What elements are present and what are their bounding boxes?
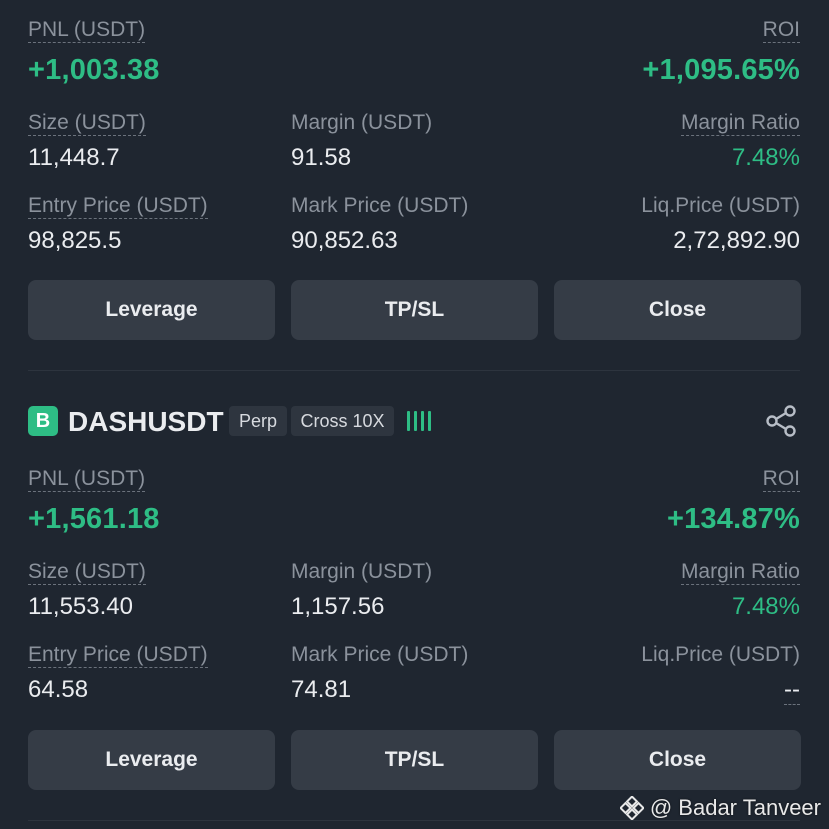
margin-value: 91.58: [291, 144, 352, 171]
side-badge: B: [28, 406, 58, 436]
roi-value: +1,095.65%: [642, 54, 800, 86]
entry-price-value: 98,825.5: [28, 227, 122, 254]
margin-value: 1,157.56: [291, 593, 385, 620]
symbol-name[interactable]: DASHUSDT: [68, 406, 224, 437]
roi-label[interactable]: ROI: [762, 18, 800, 43]
margin-ratio-value: 7.48%: [731, 144, 800, 171]
signal-bars-icon: [407, 411, 431, 431]
liq-price-value[interactable]: --: [784, 676, 800, 705]
close-button[interactable]: Close: [554, 280, 801, 340]
roi-label[interactable]: ROI: [762, 467, 800, 492]
roi-value: +134.87%: [666, 503, 800, 535]
mark-price-label: Mark Price (USDT): [291, 194, 469, 217]
close-button[interactable]: Close: [554, 730, 801, 790]
position-divider: [28, 820, 800, 821]
mark-price-value: 90,852.63: [291, 227, 398, 254]
pnl-value: +1,003.38: [28, 54, 160, 86]
size-value: 11,553.40: [28, 593, 133, 620]
tpsl-button[interactable]: TP/SL: [291, 280, 538, 340]
entry-price-label[interactable]: Entry Price (USDT): [28, 643, 208, 668]
pnl-label[interactable]: PNL (USDT): [28, 467, 146, 492]
pnl-label[interactable]: PNL (USDT): [28, 18, 146, 43]
entry-price-value: 64.58: [28, 676, 89, 703]
watermark-text: @ Badar Tanveer: [649, 795, 821, 820]
leverage-button[interactable]: Leverage: [28, 730, 275, 790]
tpsl-button[interactable]: TP/SL: [291, 730, 538, 790]
pnl-value: +1,561.18: [28, 503, 160, 535]
liq-price-value: 2,72,892.90: [673, 227, 800, 254]
position-divider: [28, 370, 800, 371]
margin-ratio-label[interactable]: Margin Ratio: [680, 111, 800, 136]
margin-ratio-label[interactable]: Margin Ratio: [680, 560, 800, 585]
margin-ratio-value: 7.48%: [731, 593, 800, 620]
liq-price-label: Liq.Price (USDT): [641, 643, 800, 666]
margin-mode-tag[interactable]: Cross 10X: [291, 406, 394, 436]
liq-price-label: Liq.Price (USDT): [641, 194, 800, 217]
share-icon[interactable]: [766, 405, 798, 437]
mark-price-label: Mark Price (USDT): [291, 643, 469, 666]
contract-type-tag: Perp: [229, 406, 287, 436]
size-value: 11,448.7: [28, 144, 120, 171]
watermark: @ Badar Tanveer: [618, 795, 821, 821]
entry-price-label[interactable]: Entry Price (USDT): [28, 194, 208, 219]
binance-logo-icon: [618, 795, 645, 821]
leverage-button[interactable]: Leverage: [28, 280, 275, 340]
margin-label: Margin (USDT): [291, 560, 433, 583]
size-label[interactable]: Size (USDT): [28, 111, 146, 136]
size-label[interactable]: Size (USDT): [28, 560, 146, 585]
mark-price-value: 74.81: [291, 676, 352, 703]
margin-label: Margin (USDT): [291, 111, 433, 134]
